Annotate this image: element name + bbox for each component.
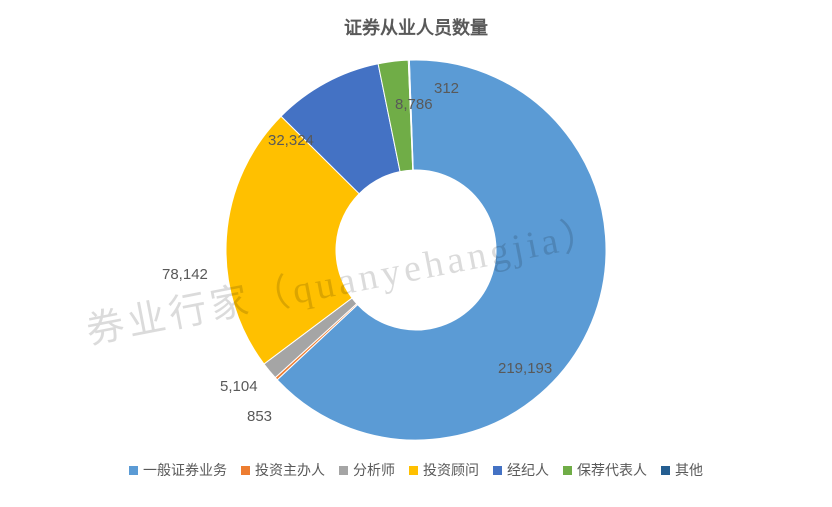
data-label: 32,324 — [268, 132, 314, 149]
legend-item: 保荐代表人 — [563, 460, 647, 480]
data-label: 8,786 — [395, 96, 433, 113]
legend-item: 分析师 — [339, 460, 395, 480]
legend-label: 分析师 — [353, 460, 395, 480]
legend-item: 投资主办人 — [241, 460, 325, 480]
legend: 一般证券业务 投资主办人 分析师 投资顾问 经纪人 保荐代表人 其他 — [0, 460, 832, 480]
legend-label: 投资主办人 — [255, 460, 325, 480]
legend-label: 投资顾问 — [423, 460, 479, 480]
legend-item: 一般证券业务 — [129, 460, 227, 480]
data-label: 219,193 — [498, 360, 552, 377]
legend-swatch — [129, 466, 138, 475]
legend-label: 保荐代表人 — [577, 460, 647, 480]
data-label: 5,104 — [220, 378, 258, 395]
chart-area: 219,193 853 5,104 78,142 32,324 8,786312 — [0, 40, 832, 460]
legend-swatch — [661, 466, 670, 475]
legend-swatch — [339, 466, 348, 475]
data-label: 312 — [434, 80, 459, 97]
data-label: 853 — [247, 408, 272, 425]
legend-label: 一般证券业务 — [143, 460, 227, 480]
legend-item: 经纪人 — [493, 460, 549, 480]
legend-swatch — [563, 466, 572, 475]
chart-title: 证券从业人员数量 — [0, 0, 832, 40]
legend-label: 其他 — [675, 460, 703, 480]
data-label: 78,142 — [162, 266, 208, 283]
legend-label: 经纪人 — [507, 460, 549, 480]
legend-swatch — [241, 466, 250, 475]
legend-swatch — [409, 466, 418, 475]
legend-item: 其他 — [661, 460, 703, 480]
legend-swatch — [493, 466, 502, 475]
legend-item: 投资顾问 — [409, 460, 479, 480]
